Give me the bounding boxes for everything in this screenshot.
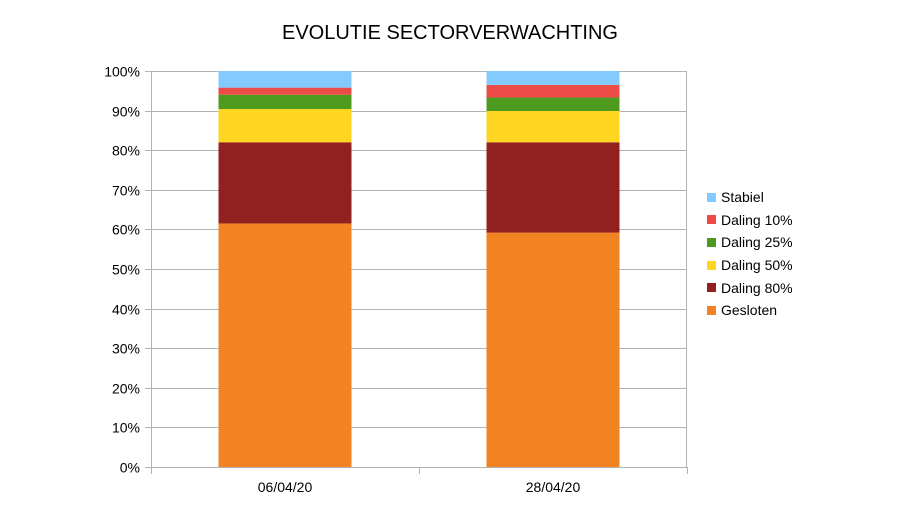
bar-segment-daling-25	[486, 97, 620, 111]
legend-label: Daling 10%	[721, 211, 793, 228]
bars	[218, 71, 620, 467]
y-tick-label: 20%	[112, 381, 140, 397]
bar-segment-daling-10	[218, 87, 352, 95]
bar-segment-stabiel	[486, 71, 620, 85]
legend-swatch	[707, 260, 716, 270]
y-tick-label: 80%	[112, 143, 140, 159]
bar-segment-daling-50	[218, 109, 352, 143]
legend-label: Stabiel	[721, 189, 764, 206]
y-tick-label: 40%	[112, 302, 140, 318]
legend-swatch	[707, 237, 716, 247]
y-tick-label: 100%	[104, 64, 140, 80]
y-tick-label: 70%	[112, 183, 140, 199]
legend-swatch	[707, 215, 716, 225]
legend: Stabiel Daling 10% Daling 25% Daling 50% Dal…	[707, 186, 793, 322]
axes: 0% 10% 20% 30% 40% 50% 60% 70% 80% 90% 100% 06/04/2…	[104, 64, 688, 495]
x-tick-label: 06/04/20	[258, 479, 313, 495]
chart-title: EVOLUTIE SECTORVERWACHTING	[282, 22, 618, 44]
legend-label: Daling 50%	[721, 257, 793, 274]
legend-item: Daling 80%	[707, 276, 793, 299]
bar-segment-daling-25	[218, 94, 352, 110]
legend-swatch	[707, 283, 716, 293]
legend-item: Stabiel	[707, 186, 793, 209]
y-tick-label: 50%	[112, 262, 140, 278]
bar-segment-stabiel	[218, 71, 352, 88]
bar-segment-daling-80	[486, 142, 620, 233]
legend-label: Gesloten	[721, 302, 778, 319]
y-tick-label: 10%	[112, 420, 140, 436]
bar-segment-gesloten	[218, 223, 352, 467]
legend-item: Daling 10%	[707, 209, 793, 232]
legend-label: Daling 25%	[721, 234, 793, 251]
legend-item: Daling 25%	[707, 231, 793, 254]
legend-label: Daling 80%	[721, 279, 793, 296]
y-tick-label: 0%	[120, 460, 140, 476]
legend-swatch	[707, 305, 716, 315]
y-tick-label: 30%	[112, 341, 140, 357]
bar-segment-daling-10	[486, 84, 620, 98]
y-tick-label: 60%	[112, 222, 140, 238]
bar-segment-daling-80	[218, 142, 352, 224]
y-tick-label: 90%	[112, 104, 140, 120]
bar-segment-daling-50	[486, 110, 620, 143]
legend-item: Gesloten	[707, 299, 793, 322]
legend-item: Daling 50%	[707, 254, 793, 277]
x-tick-label: 28/04/20	[526, 479, 581, 495]
bar-segment-gesloten	[486, 232, 620, 467]
legend-swatch	[707, 192, 716, 202]
